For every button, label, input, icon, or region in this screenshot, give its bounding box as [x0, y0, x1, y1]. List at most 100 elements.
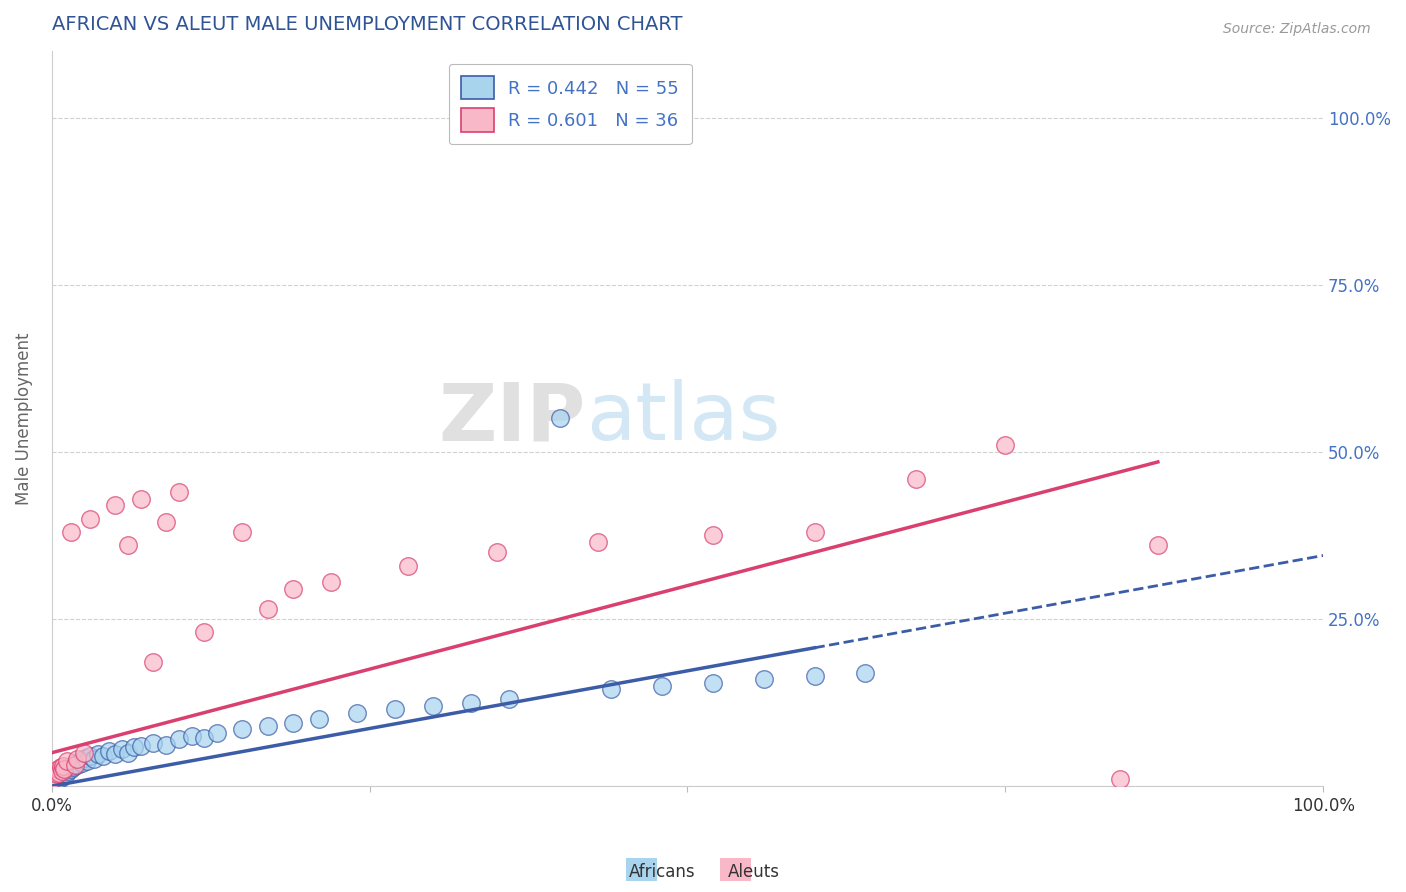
- Point: [56, 754, 79, 768]
- Point: [59, 525, 82, 540]
- Point: [155, 515, 177, 529]
- Point: [124, 740, 146, 755]
- Point: [396, 558, 419, 573]
- Point: [346, 706, 368, 720]
- Point: [167, 485, 190, 500]
- Point: [855, 665, 877, 680]
- Point: [66, 752, 89, 766]
- Point: [45, 767, 67, 781]
- Point: [803, 669, 825, 683]
- Point: [485, 545, 508, 559]
- Point: [129, 491, 152, 506]
- Point: [97, 744, 120, 758]
- Point: [651, 679, 673, 693]
- Point: [48, 765, 70, 780]
- Point: [83, 752, 105, 766]
- Point: [44, 772, 66, 787]
- Point: [72, 746, 94, 760]
- Point: [384, 702, 406, 716]
- Point: [905, 472, 928, 486]
- Point: [49, 771, 72, 785]
- Point: [1147, 539, 1170, 553]
- Point: [45, 765, 67, 780]
- Point: [752, 672, 775, 686]
- Point: [86, 747, 108, 761]
- Point: [66, 757, 89, 772]
- Point: [167, 732, 190, 747]
- Point: [42, 776, 65, 790]
- Point: [283, 715, 305, 730]
- Point: [321, 575, 343, 590]
- Point: [46, 763, 69, 777]
- Point: [117, 746, 139, 760]
- Point: [69, 754, 91, 768]
- Point: [76, 754, 98, 768]
- Point: [600, 682, 623, 697]
- FancyBboxPatch shape: [713, 853, 759, 887]
- Point: [129, 739, 152, 753]
- Point: [45, 773, 67, 788]
- Point: [51, 764, 73, 779]
- Point: [1108, 772, 1130, 787]
- Point: [62, 760, 84, 774]
- Point: [58, 760, 80, 774]
- Point: [257, 719, 280, 733]
- Point: [44, 769, 66, 783]
- Point: [72, 756, 94, 770]
- Point: [63, 757, 86, 772]
- FancyBboxPatch shape: [617, 853, 665, 887]
- Text: atlas: atlas: [586, 379, 780, 458]
- Point: [53, 763, 76, 777]
- Point: [498, 692, 520, 706]
- Point: [48, 769, 70, 783]
- Point: [63, 756, 86, 770]
- Point: [73, 751, 96, 765]
- Point: [104, 747, 127, 761]
- Point: [52, 759, 75, 773]
- Text: Aleuts: Aleuts: [728, 863, 780, 881]
- Point: [257, 602, 280, 616]
- Point: [142, 656, 165, 670]
- Point: [52, 769, 75, 783]
- Point: [117, 539, 139, 553]
- Point: [59, 763, 82, 777]
- Point: [111, 742, 134, 756]
- Point: [51, 767, 73, 781]
- Point: [142, 736, 165, 750]
- Point: [588, 535, 610, 549]
- Point: [422, 698, 444, 713]
- Point: [79, 749, 101, 764]
- Point: [180, 729, 202, 743]
- Point: [702, 528, 724, 542]
- Point: [155, 738, 177, 752]
- Point: [53, 765, 76, 780]
- Point: [49, 760, 72, 774]
- Point: [803, 525, 825, 540]
- Point: [46, 772, 69, 787]
- Point: [702, 675, 724, 690]
- Point: [231, 723, 253, 737]
- Point: [193, 731, 215, 745]
- Legend: R = 0.442   N = 55, R = 0.601   N = 36: R = 0.442 N = 55, R = 0.601 N = 36: [449, 63, 692, 145]
- Text: ZIP: ZIP: [439, 379, 586, 458]
- Point: [205, 725, 228, 739]
- Point: [231, 525, 253, 540]
- Point: [460, 696, 482, 710]
- Point: [55, 767, 77, 781]
- Point: [42, 772, 65, 787]
- Point: [308, 712, 330, 726]
- Point: [550, 411, 572, 425]
- Point: [56, 763, 79, 777]
- Point: [58, 764, 80, 779]
- Text: Source: ZipAtlas.com: Source: ZipAtlas.com: [1223, 22, 1371, 37]
- Point: [283, 582, 305, 596]
- Point: [104, 499, 127, 513]
- Point: [79, 512, 101, 526]
- Point: [994, 438, 1017, 452]
- Point: [60, 759, 83, 773]
- Point: [193, 625, 215, 640]
- Text: AFRICAN VS ALEUT MALE UNEMPLOYMENT CORRELATION CHART: AFRICAN VS ALEUT MALE UNEMPLOYMENT CORRE…: [52, 15, 682, 34]
- Text: Africans: Africans: [630, 863, 696, 881]
- Point: [45, 771, 67, 785]
- Point: [91, 749, 114, 764]
